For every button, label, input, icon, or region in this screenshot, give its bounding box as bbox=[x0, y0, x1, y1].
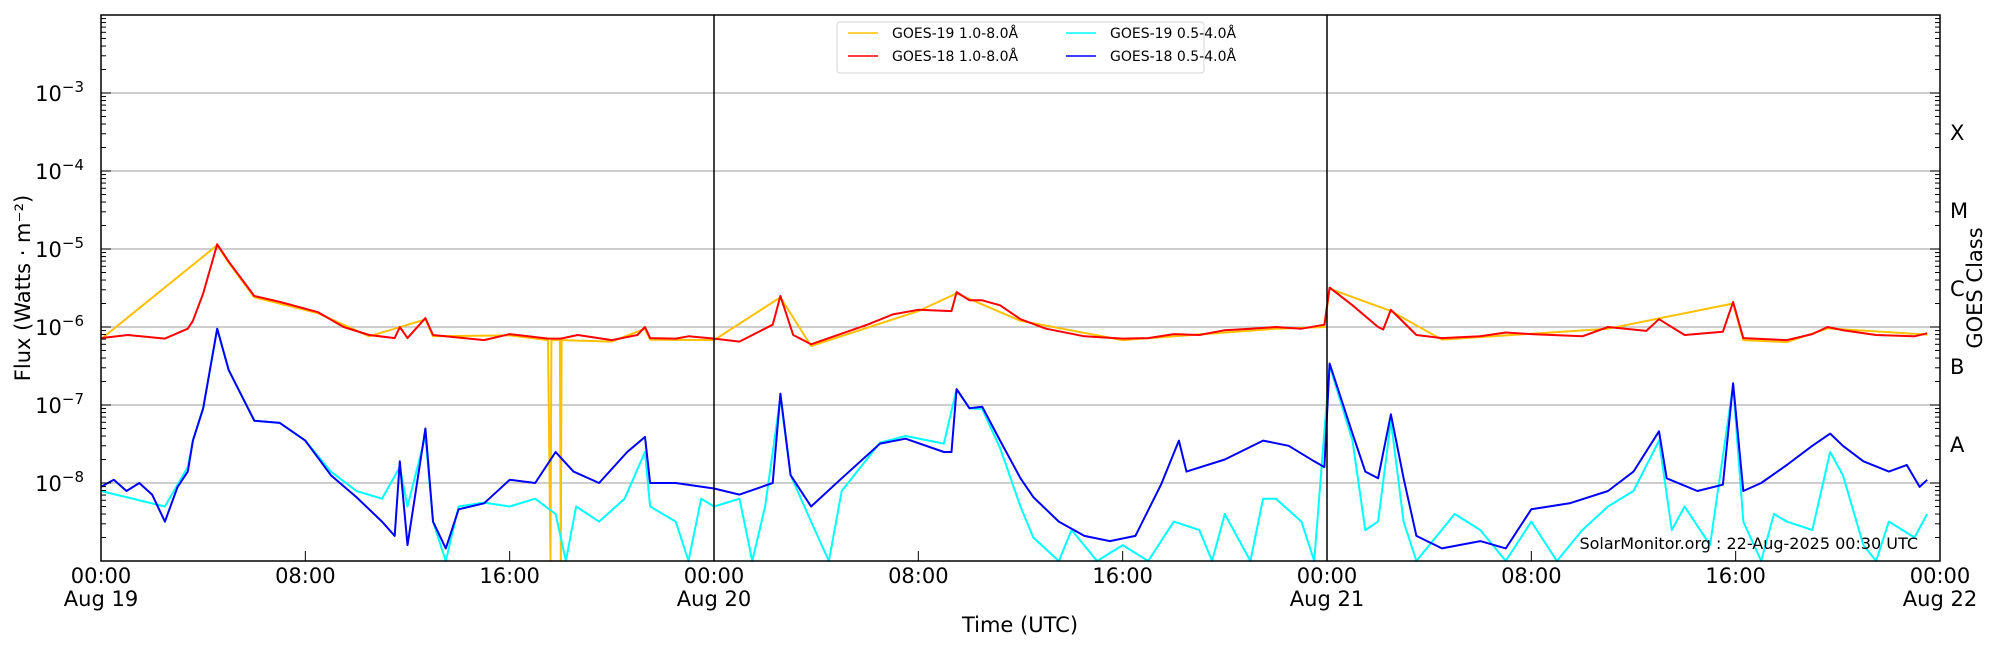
series-line-goes-18-0-5-4-0- bbox=[100, 327, 1928, 550]
x-tick-date-label: Aug 21 bbox=[1290, 587, 1364, 611]
x-tick-label: 08:00 bbox=[275, 564, 336, 588]
y-tick-base: 10 bbox=[35, 160, 62, 184]
axis-ticks bbox=[100, 18, 1941, 562]
plot-frame bbox=[100, 14, 1941, 562]
goes-class-labels: X M C B A bbox=[1950, 121, 1968, 457]
y-axis-label-text: Flux (Watts · m⁻²) bbox=[11, 195, 35, 381]
x-tick-label: 00:00 bbox=[1910, 564, 1971, 588]
x-tick-date-label: Aug 19 bbox=[64, 587, 138, 611]
day-marker-lines bbox=[713, 15, 1328, 561]
x-tick-label: 08:00 bbox=[888, 564, 949, 588]
legend: GOES-19 1.0-8.0Å GOES-18 1.0-8.0Å GOES-19 … bbox=[836, 21, 1236, 74]
y-tick-base: 10 bbox=[35, 316, 62, 340]
x-tick-label: 16:00 bbox=[1705, 564, 1766, 588]
y-tick-exponent: −6 bbox=[62, 312, 84, 330]
series-line-goes-18-1-0-8-0- bbox=[100, 243, 1928, 346]
goes-class-label: M bbox=[1950, 199, 1968, 223]
x-tick-label: 00:00 bbox=[71, 564, 132, 588]
x-tick-label: 16:00 bbox=[1092, 564, 1153, 588]
y-tick-label: 10−6 bbox=[35, 312, 84, 340]
y-tick-exponent: −8 bbox=[62, 468, 84, 486]
gridlines bbox=[101, 92, 1940, 484]
y-tick-label: 10−5 bbox=[35, 234, 84, 262]
y-axis-label: Flux (Watts · m⁻²) bbox=[11, 195, 35, 381]
x-tick-date-label: Aug 22 bbox=[1903, 587, 1977, 611]
x-tick-label: 16:00 bbox=[479, 564, 540, 588]
right-axis-label: GOES Class bbox=[1963, 227, 1987, 348]
x-tick-label: 08:00 bbox=[1501, 564, 1562, 588]
y-tick-label: 10−3 bbox=[35, 78, 84, 106]
y-tick-base: 10 bbox=[35, 394, 62, 418]
legend-label: GOES-18 1.0-8.0Å bbox=[892, 48, 1018, 65]
y-tick-exponent: −7 bbox=[62, 390, 84, 408]
watermark-annotation: SolarMonitor.org : 22-Aug-2025 00:30 UTC bbox=[1579, 534, 1918, 553]
x-tick-date-label: Aug 20 bbox=[677, 587, 751, 611]
y-tick-label: 10−7 bbox=[35, 390, 84, 418]
series-lines bbox=[100, 243, 1929, 562]
y-tick-base: 10 bbox=[35, 82, 62, 106]
y-tick-exponent: −5 bbox=[62, 234, 84, 252]
series-line-goes-19-0-5-4-0- bbox=[100, 327, 1929, 562]
goes-class-label: X bbox=[1950, 121, 1964, 145]
y-tick-base: 10 bbox=[35, 472, 62, 496]
legend-label: GOES-18 0.5-4.0Å bbox=[1110, 48, 1236, 65]
y-tick-labels: 10−310−410−510−610−710−8 bbox=[35, 78, 84, 496]
x-axis-label: Time (UTC) bbox=[961, 613, 1078, 637]
y-tick-label: 10−8 bbox=[35, 468, 84, 496]
x-tick-label: 00:00 bbox=[1297, 564, 1358, 588]
goes-class-label: C bbox=[1950, 277, 1965, 301]
y-tick-label: 10−4 bbox=[35, 156, 84, 184]
x-tick-label: 00:00 bbox=[684, 564, 745, 588]
goes-class-label: A bbox=[1950, 433, 1965, 457]
legend-label: GOES-19 0.5-4.0Å bbox=[1110, 25, 1236, 42]
legend-label: GOES-19 1.0-8.0Å bbox=[892, 25, 1018, 42]
goes-class-label: B bbox=[1950, 355, 1964, 379]
y-tick-exponent: −3 bbox=[62, 78, 84, 96]
y-tick-exponent: −4 bbox=[62, 156, 84, 174]
legend-box bbox=[836, 21, 1205, 74]
y-tick-base: 10 bbox=[35, 238, 62, 262]
